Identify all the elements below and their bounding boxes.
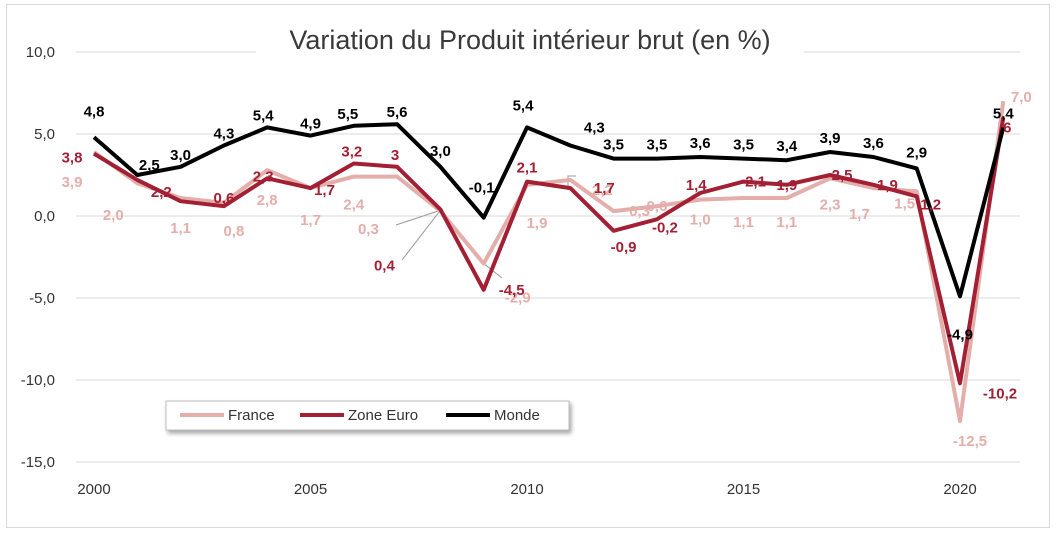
- data-label-zone-euro: -0,9: [611, 239, 637, 256]
- series-line-monde: [92, 122, 1006, 299]
- x-tick-label: 2020: [943, 481, 976, 498]
- data-label-monde: 3,9: [820, 130, 841, 147]
- data-label-monde: 4,9: [300, 116, 321, 133]
- x-tick-label: 2005: [294, 481, 327, 498]
- data-label-zone-euro: 3: [391, 147, 399, 164]
- data-label-france: 0,8: [223, 223, 244, 240]
- data-label-monde: 3,5: [646, 137, 667, 154]
- data-label-france: 1,1: [776, 214, 797, 231]
- data-labels: 3,92,01,1 0,82,81,72,40,3-2,91,92,20,30,6…: [62, 89, 1032, 450]
- data-label-france: 1,7: [849, 206, 870, 223]
- legend: France Zone Euro Monde: [165, 400, 570, 431]
- data-label-monde: 3,4: [776, 138, 798, 155]
- data-label-monde: 4,8: [84, 103, 105, 120]
- data-label-monde: 3,6: [690, 135, 711, 152]
- x-tick-label: 2000: [77, 481, 110, 498]
- title-background: [256, 18, 804, 60]
- leader-line: [401, 209, 441, 261]
- data-label-monde: 3,0: [430, 143, 451, 160]
- y-tick-label: 10,0: [26, 44, 55, 61]
- data-label-zone-euro: 3,8: [62, 150, 83, 167]
- data-label-france: 2,8: [257, 192, 278, 209]
- y-tick-label: -5,0: [29, 290, 55, 307]
- data-label-monde: -0,1: [469, 180, 495, 197]
- data-label-zone-euro: -10,2: [983, 385, 1017, 402]
- data-label-monde: 3,0: [170, 147, 191, 164]
- data-label-france: 1,9: [527, 215, 548, 232]
- legend-label: Monde: [494, 407, 540, 424]
- series-lines: [92, 100, 1006, 423]
- data-label-monde: 5,4: [513, 97, 535, 114]
- y-tick-label: 5,0: [34, 126, 55, 143]
- data-label-monde: -4,9: [947, 326, 973, 343]
- data-label-france: 1,1: [733, 214, 754, 231]
- data-label-monde: 4,3: [584, 120, 605, 137]
- data-label-zone-euro: 2,3: [253, 168, 274, 185]
- y-tick-label: -15,0: [21, 454, 55, 471]
- y-tick-label: -10,0: [21, 372, 55, 389]
- gridlines: [76, 51, 1020, 463]
- data-label-monde: 2,5: [139, 157, 160, 174]
- leader-line: [395, 209, 441, 226]
- y-axis: 10,0 5,0 0,0 -5,0 -10,0 -15,0: [21, 44, 55, 471]
- data-label-france: -2,9: [505, 290, 531, 307]
- chart-title: Variation du Produit intérieur brut (en …: [289, 25, 770, 55]
- data-label-monde: 3,5: [603, 137, 624, 154]
- data-label-france: 7,0: [1011, 89, 1032, 106]
- data-label-france: 2,2: [592, 182, 613, 199]
- data-label-monde: 5,4: [993, 105, 1015, 122]
- chart-frame: [6, 4, 1050, 528]
- series-line-zone-euro: [92, 117, 1006, 386]
- x-tick-label: 2015: [727, 481, 760, 498]
- data-label-france: 0,3: [358, 221, 379, 238]
- data-label-france: 1,0: [690, 212, 711, 229]
- y-tick-label: 0,0: [34, 208, 55, 225]
- legend-box: [165, 400, 570, 431]
- data-label-france: 2,0: [103, 207, 124, 224]
- data-label-zone-euro: 1,2: [920, 196, 941, 213]
- data-label-zone-euro: -0,2: [652, 219, 678, 236]
- data-label-zone-euro: 6: [1003, 120, 1011, 137]
- data-label-zone-euro: 2,2: [151, 184, 172, 201]
- series-line-france: [92, 100, 1006, 423]
- data-label-zone-euro: 1,7: [314, 182, 335, 199]
- data-label-france: 2,3: [820, 196, 841, 213]
- data-label-zone-euro: -4,5: [499, 282, 525, 299]
- data-label-zone-euro: 2,1: [517, 160, 538, 177]
- data-label-monde: 5,6: [387, 104, 408, 121]
- data-label-france: 1,1: [170, 220, 191, 237]
- data-label-zone-euro: 1,7: [594, 180, 615, 197]
- data-label-zone-euro: 0,4: [374, 257, 396, 274]
- data-label-zone-euro: 1,4: [686, 177, 708, 194]
- data-label-zone-euro: 3,2: [341, 144, 362, 161]
- data-label-france: 1,5: [894, 195, 915, 212]
- data-label-zone-euro: 1,9: [877, 177, 898, 194]
- data-label-zone-euro: 2,1: [745, 174, 766, 191]
- data-label-france: 0,3: [629, 203, 650, 220]
- data-label-zone-euro: 0,6: [213, 190, 234, 207]
- data-label-monde: 2,9: [906, 144, 927, 161]
- data-label-monde: 3,6: [863, 135, 884, 152]
- leader-line: [567, 175, 576, 186]
- data-label-france: -12,5: [953, 433, 987, 450]
- x-axis: 2000 2005 2010 2015 2020: [77, 481, 976, 498]
- data-label-france: 1,7: [300, 212, 321, 229]
- data-label-monde: 3,5: [733, 137, 754, 154]
- data-label-france: 3,9: [62, 174, 83, 191]
- x-tick-label: 2010: [510, 481, 543, 498]
- data-label-france: 2,4: [343, 197, 365, 214]
- data-label-monde: 4,3: [213, 126, 234, 143]
- data-label-zone-euro: 2,5: [832, 167, 853, 184]
- data-label-zone-euro: 1,9: [776, 177, 797, 194]
- legend-label: France: [228, 407, 275, 424]
- data-label-france: 0,6: [646, 198, 667, 215]
- data-label-monde: 5,5: [337, 106, 358, 123]
- legend-label: Zone Euro: [348, 407, 418, 424]
- data-label-monde: 5,4: [253, 107, 275, 124]
